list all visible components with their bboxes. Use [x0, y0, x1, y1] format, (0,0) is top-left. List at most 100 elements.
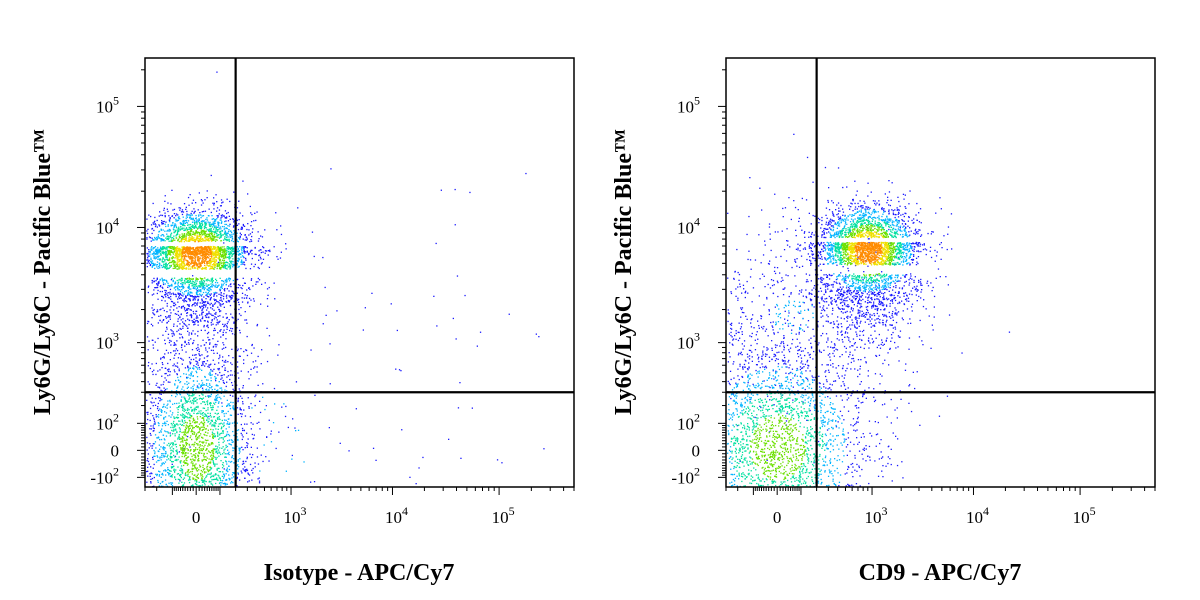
event-dot [216, 218, 218, 220]
event-dot [239, 235, 241, 237]
event-dot [201, 369, 203, 371]
event-dot [199, 355, 201, 357]
event-dot [187, 294, 189, 296]
event-dot [201, 471, 204, 473]
event-dot [153, 423, 155, 425]
event-dot [175, 266, 177, 268]
event-dot [329, 343, 331, 345]
event-dot [207, 265, 210, 267]
event-dot [199, 226, 201, 228]
event-dot [188, 214, 190, 216]
event-dot [207, 463, 209, 465]
event-dot [151, 282, 153, 284]
event-dot [183, 460, 185, 462]
event-dot [210, 461, 212, 463]
event-dot [162, 280, 164, 282]
event-dot [214, 435, 216, 437]
event-dot [164, 424, 167, 427]
event-dot [176, 459, 178, 462]
event-dot [244, 466, 246, 468]
event-dot [199, 285, 201, 288]
event-dot [196, 366, 198, 369]
event-dot [169, 381, 171, 383]
event-dot [251, 343, 253, 346]
event-dot [182, 409, 184, 411]
event-dot [203, 282, 205, 284]
event-dot [153, 449, 155, 452]
event-dot [233, 447, 235, 449]
event-dot [201, 298, 203, 300]
event-dot [211, 233, 213, 235]
event-dot [207, 336, 209, 339]
event-dot [188, 481, 191, 484]
event-dot [210, 257, 213, 259]
event-dot [238, 308, 240, 311]
event-dot [240, 470, 242, 472]
event-dot [182, 220, 184, 222]
event-dot [252, 361, 254, 363]
event-dot [167, 238, 170, 241]
event-dot [201, 267, 204, 269]
event-dot [171, 429, 173, 432]
event-dot [213, 292, 215, 294]
event-dot [156, 407, 159, 410]
event-dot [198, 437, 200, 439]
event-dot [147, 413, 149, 415]
event-dot [203, 289, 205, 291]
event-dot [192, 320, 194, 323]
event-dot [148, 361, 150, 364]
event-dot [208, 387, 211, 389]
event-dot [166, 456, 168, 458]
event-dot [224, 254, 226, 256]
event-dot [242, 238, 244, 240]
event-dot [178, 402, 180, 404]
event-dot [202, 437, 204, 439]
event-dot [158, 470, 160, 472]
event-dot [203, 423, 205, 425]
event-dot [174, 224, 176, 227]
event-dot [223, 325, 225, 328]
event-dot [329, 383, 331, 385]
event-dot [165, 263, 167, 265]
event-dot [201, 459, 203, 461]
event-dot [229, 296, 231, 298]
event-dot [178, 247, 180, 250]
event-dot [215, 260, 218, 262]
event-dot [157, 402, 159, 405]
event-dot [184, 447, 186, 449]
event-dot [190, 332, 193, 334]
event-dot [162, 295, 164, 298]
event-dot [195, 357, 197, 359]
event-dot [147, 381, 149, 383]
event-dot [178, 254, 180, 256]
event-dot [196, 470, 198, 472]
event-dot [186, 381, 188, 383]
event-dot [225, 470, 228, 472]
event-dot [216, 319, 218, 321]
event-dot [173, 277, 176, 279]
event-dot [208, 420, 210, 422]
event-dot [250, 221, 253, 223]
event-dot [169, 374, 171, 376]
event-dot [189, 361, 191, 363]
event-dot [209, 267, 212, 269]
event-dot [171, 463, 173, 465]
event-dot [159, 471, 161, 473]
event-dot [278, 344, 280, 346]
event-dot [182, 223, 185, 225]
event-dot [225, 238, 227, 241]
event-dot [203, 361, 205, 363]
event-dot [181, 452, 183, 454]
event-dot [183, 298, 186, 300]
event-dot [217, 435, 219, 437]
event-dot [204, 403, 206, 406]
event-dot [362, 329, 364, 331]
event-dot [283, 403, 285, 405]
event-dot [218, 225, 220, 227]
event-dot [208, 290, 211, 292]
event-dot [215, 448, 217, 450]
event-dot [208, 458, 210, 460]
event-dot [236, 246, 239, 248]
event-dot [154, 258, 156, 260]
event-dot [188, 319, 191, 321]
